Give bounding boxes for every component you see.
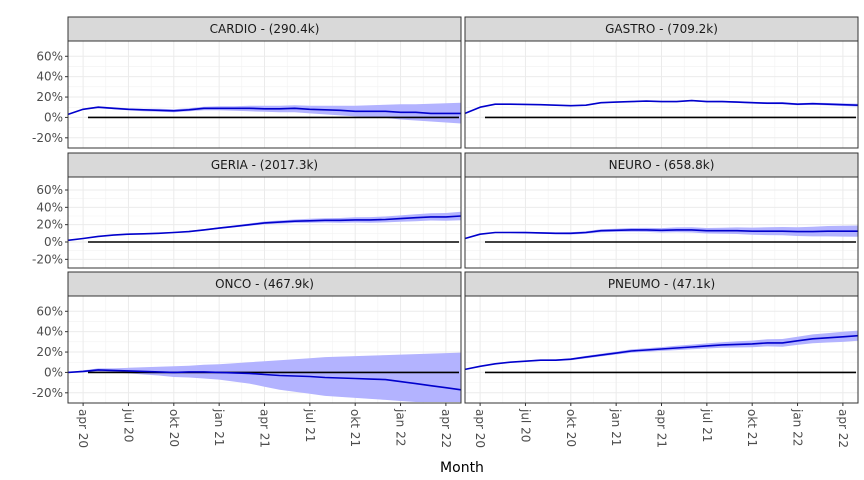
x-tick-label: jul 21: [303, 408, 317, 442]
facet-strip: [67, 271, 462, 297]
facet-title: PNEUMO - (47.1k): [608, 277, 715, 291]
y-tick-label: 0%: [44, 235, 63, 249]
y-tick-label: 60%: [36, 49, 63, 63]
panel-border: [67, 40, 462, 149]
x-tick-label: apr 20: [473, 409, 487, 448]
y-tick-label: 60%: [36, 183, 63, 197]
x-tick-label: apr 20: [76, 409, 90, 448]
y-tick-label: 40%: [36, 200, 63, 214]
x-tick-label: jan 22: [394, 408, 408, 446]
series-line: [67, 106, 461, 116]
facet-title: GASTRO - (709.2k): [605, 22, 718, 36]
y-tick-label: 20%: [36, 345, 63, 359]
facet-title: NEURO - (658.8k): [609, 158, 715, 172]
panels-layer: CARDIO - (290.4k) -20% 0% 20% 40% 60% GASTRO -…: [32, 16, 859, 448]
panel-border: [67, 176, 462, 269]
confidence-band: [68, 102, 461, 124]
y-tick-label: 0%: [44, 110, 63, 124]
x-tick-label: jul 20: [518, 408, 532, 442]
facet-strip: [464, 16, 859, 42]
y-tick-label: -20%: [32, 131, 63, 145]
facet-panel: PNEUMO - (47.1k) apr 20 jul 20 okt 20 jan 21…: [464, 271, 859, 448]
x-tick-label: okt 21: [348, 409, 362, 447]
confidence-band: [465, 225, 858, 239]
facet-strip: [464, 152, 859, 178]
y-tick-label: -20%: [32, 386, 63, 400]
facet-strip: [67, 16, 462, 42]
panel-border: [464, 176, 859, 269]
x-tick-label: apr 22: [439, 409, 453, 448]
facet-strip: [67, 152, 462, 178]
x-tick-label: jan 21: [609, 408, 623, 446]
y-tick-label: 20%: [36, 90, 63, 104]
facet-panel: ONCO - (467.9k) -20% 0% 20% 40% 60% apr 20 jul …: [32, 271, 462, 448]
y-tick-label: 40%: [36, 325, 63, 339]
panel-border: [464, 40, 859, 149]
x-axis-title: Month: [440, 460, 484, 476]
confidence-band: [68, 352, 461, 402]
series-line: [67, 215, 462, 242]
x-tick-label: apr 21: [655, 409, 669, 448]
x-tick-label: okt 20: [167, 409, 181, 447]
x-tick-label: jan 22: [791, 408, 805, 446]
y-tick-label: 40%: [36, 70, 63, 84]
x-tick-label: apr 21: [258, 409, 272, 448]
x-tick-label: apr 22: [836, 409, 850, 448]
facet-title: GERIA - (2017.3k): [211, 158, 318, 172]
x-tick-label: okt 20: [564, 409, 578, 447]
y-tick-label: -20%: [32, 252, 63, 266]
x-tick-label: jan 21: [212, 408, 226, 446]
x-tick-label: jul 21: [700, 408, 714, 442]
series-line: [464, 229, 858, 240]
series-line: [464, 99, 859, 115]
x-tick-label: jul 20: [121, 408, 135, 442]
facet-panel: GASTRO - (709.2k): [464, 16, 859, 149]
series-line: [464, 334, 859, 371]
facet-panel: CARDIO - (290.4k) -20% 0% 20% 40% 60%: [32, 16, 462, 149]
y-tick-label: 60%: [36, 304, 63, 318]
facet-panel: GERIA - (2017.3k) -20% 0% 20% 40% 60%: [32, 152, 462, 269]
facet-panel: NEURO - (658.8k): [464, 152, 859, 269]
y-tick-label: 0%: [44, 365, 63, 379]
facet-strip: [464, 271, 859, 297]
facet-title: CARDIO - (290.4k): [210, 22, 320, 36]
series-line: [67, 369, 462, 391]
y-tick-label: 20%: [36, 218, 63, 232]
x-tick-label: okt 21: [745, 409, 759, 447]
facet-title: ONCO - (467.9k): [215, 277, 314, 291]
